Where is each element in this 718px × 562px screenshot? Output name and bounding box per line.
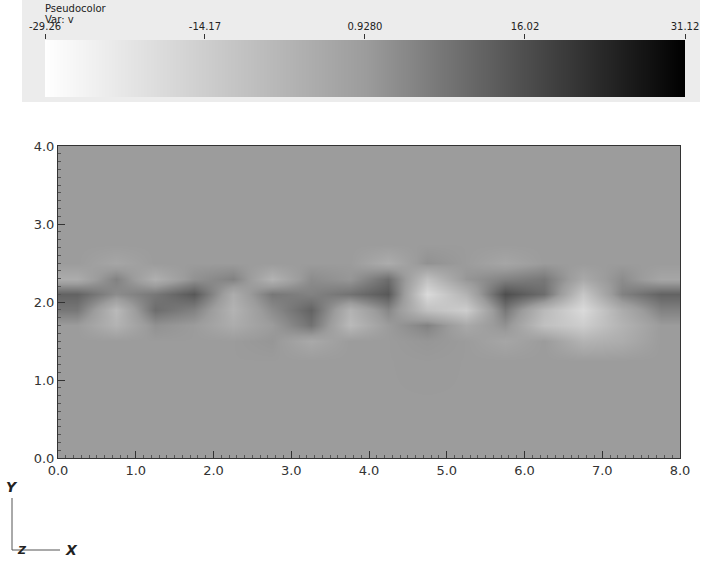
svg-text:0.0: 0.0 (34, 451, 55, 466)
svg-text:6.0: 6.0 (514, 463, 535, 478)
html-text:Var: v: Var: v (45, 14, 74, 25)
svg-text:Z: Z (17, 544, 27, 557)
svg-text:8.0: 8.0 (670, 463, 691, 478)
svg-text:0.9280: 0.9280 (347, 21, 382, 32)
svg-text:-29.26: -29.26 (29, 21, 61, 32)
svg-text:5.0: 5.0 (436, 463, 457, 478)
html-text:Pseudocolor: Pseudocolor (45, 3, 106, 14)
svg-text:31.12: 31.12 (671, 21, 700, 32)
svg-text:Y: Y (6, 479, 18, 495)
svg-text:2.0: 2.0 (34, 295, 55, 310)
svg-text:X: X (65, 542, 78, 558)
svg-text:3.0: 3.0 (281, 463, 302, 478)
svg-text:-14.17: -14.17 (189, 21, 221, 32)
svg-text:2.0: 2.0 (203, 463, 224, 478)
svg-text:7.0: 7.0 (592, 463, 613, 478)
svg-text:16.02: 16.02 (511, 21, 540, 32)
svg-text:0.0: 0.0 (48, 463, 69, 478)
svg-text:4.0: 4.0 (34, 139, 55, 154)
svg-text:1.0: 1.0 (125, 463, 146, 478)
svg-text:3.0: 3.0 (34, 217, 55, 232)
svg-text:1.0: 1.0 (34, 373, 55, 388)
svg-text:4.0: 4.0 (359, 463, 380, 478)
